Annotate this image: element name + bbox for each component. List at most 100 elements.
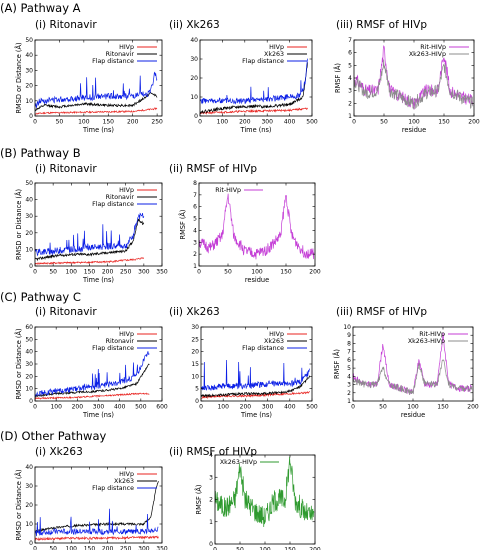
plot-frame <box>198 182 316 267</box>
legend-label: Flap distance <box>92 485 134 492</box>
legend-label: Rit-HIVp <box>419 331 445 338</box>
y-tick-label: 8 <box>193 180 197 187</box>
legend-label: HIVp <box>119 187 134 194</box>
series-line-xk263-hivp <box>353 359 473 395</box>
y-tick-label: 3 <box>347 382 351 389</box>
y-tick-label: 40 <box>25 464 33 471</box>
x-axis-label: Time (ns) <box>82 411 114 419</box>
legend-label: Xk263-HIVp <box>408 338 445 345</box>
x-tick-label: 300 <box>138 546 150 551</box>
x-tick-label: 100 <box>407 404 419 411</box>
plot-area <box>199 193 315 260</box>
legend: Xk263-HIVp <box>220 459 279 466</box>
x-tick-label: 300 <box>93 404 105 411</box>
x-tick-label: 400 <box>114 404 126 411</box>
legend-label: Xk263-HIVp <box>220 459 257 466</box>
series-line-flap-distance <box>200 58 308 105</box>
legend-label: Flap distance <box>242 58 284 65</box>
x-tick-label: 500 <box>306 119 318 126</box>
x-tick-label: 150 <box>284 547 296 551</box>
x-tick-label: 400 <box>284 404 296 411</box>
legend-label: Flap distance <box>92 201 134 208</box>
x-tick-label: 300 <box>138 269 150 276</box>
series-line-xk263 <box>200 62 308 114</box>
plot-frame <box>34 182 163 267</box>
y-tick-label: 1 <box>348 113 352 120</box>
x-tick-label: 200 <box>467 404 479 411</box>
y-tick-label: 0 <box>209 541 213 548</box>
x-tick-label: 100 <box>408 119 420 126</box>
y-axis-label: RMSD or Distance (Å) <box>14 42 23 113</box>
y-tick-label: 40 <box>190 37 198 44</box>
legend-label: HIVp <box>269 44 284 51</box>
y-tick-label: 30 <box>191 324 199 331</box>
y-tick-label: 10 <box>191 373 199 380</box>
chart-a2: (ii) Xk263 0 100 200 300 400 500 0 10 20 30 40 Time … <box>169 19 318 134</box>
x-tick-label: 50 <box>49 269 57 276</box>
section-label-a: (A) Pathway A <box>0 1 81 15</box>
x-tick-label: 100 <box>217 404 229 411</box>
legend-label: Flap distance <box>92 345 134 352</box>
series-line-flap-distance <box>35 508 159 537</box>
x-tick-label: 0 <box>33 404 37 411</box>
x-tick-label: 0 <box>199 404 203 411</box>
chart-b2: (ii) RMSF of HIVp 0 50 100 150 200 1 2 3 4 5 6 7 8 res… <box>169 163 321 284</box>
x-tick-label: 150 <box>437 404 449 411</box>
y-axis-label: RMSF (Å) <box>333 63 342 93</box>
x-tick-label: 500 <box>135 404 147 411</box>
x-tick-label: 100 <box>217 119 229 126</box>
x-tick-label: 0 <box>33 119 37 126</box>
x-axis-label: Time (ns) <box>82 126 114 134</box>
plot-area <box>215 456 315 528</box>
y-tick-label: 1 <box>347 398 351 405</box>
y-tick-label: 0 <box>194 113 198 120</box>
series-line-hivp <box>201 391 310 400</box>
y-tick-label: 20 <box>25 502 33 509</box>
legend-label: Xk263-HIVp <box>409 51 446 58</box>
chart-subtitle: (i) Ritonavir <box>35 19 97 31</box>
y-tick-label: 0 <box>195 398 199 405</box>
x-tick-label: 200 <box>468 119 480 126</box>
y-tick-label: 20 <box>191 349 199 356</box>
plot-frame <box>200 326 313 402</box>
x-tick-label: 100 <box>251 269 263 276</box>
x-tick-label: 150 <box>280 269 292 276</box>
chart-b1: (i) Ritonavir 0 50 100 150 200 250 300 350 0 10 20 3… <box>14 163 168 284</box>
y-tick-label: 6 <box>348 50 352 57</box>
x-tick-label: 150 <box>84 269 96 276</box>
x-tick-label: 200 <box>72 404 84 411</box>
x-tick-label: 100 <box>66 269 78 276</box>
x-tick-label: 0 <box>33 269 37 276</box>
series-line-xk263-hivp <box>354 59 474 110</box>
x-tick-label: 150 <box>103 119 115 126</box>
x-tick-label: 300 <box>261 119 273 126</box>
legend-label: Ritonavir <box>106 194 135 201</box>
series-line-xk263-hivp <box>215 456 315 528</box>
y-tick-label: 7 <box>193 192 197 199</box>
y-axis-label: RMSF (Å) <box>194 484 203 514</box>
x-tick-label: 50 <box>49 546 57 551</box>
x-tick-label: 0 <box>198 119 202 126</box>
series-line-hivp <box>35 256 144 265</box>
x-tick-label: 200 <box>240 404 252 411</box>
y-tick-label: 30 <box>25 483 33 490</box>
y-tick-label: 1 <box>209 519 213 526</box>
legend-label: HIVp <box>119 44 134 51</box>
series-line-flap-distance <box>201 359 310 391</box>
legend-label: HIVp <box>119 331 134 338</box>
section-label-b: (B) Pathway B <box>0 146 81 160</box>
series-line-flap-distance <box>35 351 150 397</box>
x-tick-label: 100 <box>259 547 271 551</box>
y-axis-label: RMSD or Distance (Å) <box>14 469 23 540</box>
series-line-flap-distance <box>35 212 145 257</box>
x-axis-label: Time (ns) <box>240 411 272 419</box>
x-axis-label: Time (ns) <box>82 276 114 284</box>
y-tick-label: 30 <box>25 361 33 368</box>
y-tick-label: 40 <box>25 197 33 204</box>
y-tick-label: 50 <box>25 180 33 187</box>
